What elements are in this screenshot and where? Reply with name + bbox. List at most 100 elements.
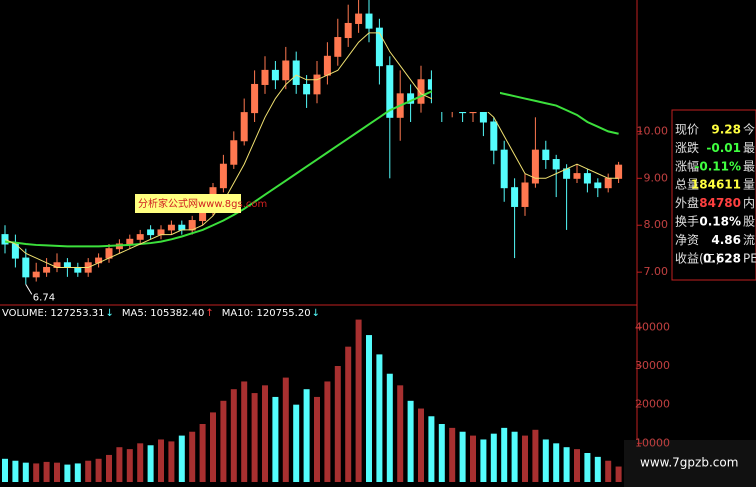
volume-bar — [95, 458, 102, 482]
volume-bar — [210, 412, 216, 482]
candle-body — [552, 159, 560, 170]
volume-bar — [272, 396, 279, 482]
quote-label: 净资 — [675, 233, 699, 247]
volume-bar — [334, 366, 341, 482]
candle-body — [386, 65, 394, 118]
candle-body — [615, 164, 623, 179]
legend-label: MA10: 120755.20 — [222, 308, 311, 319]
low-annotation: 6.74 — [33, 292, 55, 303]
candle-body — [303, 83, 311, 95]
candle-body — [542, 149, 550, 161]
candle-body — [157, 229, 165, 236]
volume-bar — [54, 462, 60, 482]
volume-bar — [438, 424, 445, 482]
volume-bar — [251, 393, 258, 482]
candle-body — [147, 229, 155, 236]
y-tick-label: 20000 — [635, 398, 670, 411]
volume-bar — [262, 385, 268, 482]
volume-bar — [22, 462, 29, 482]
candle-body — [531, 149, 539, 184]
volume-bar — [147, 445, 154, 482]
candle-body — [292, 60, 300, 85]
low-pointer — [25, 284, 33, 295]
y-tick-label: 10.00 — [637, 124, 669, 137]
y-tick-label: 7.00 — [644, 265, 669, 278]
volume-bar — [2, 458, 8, 482]
candle-body — [230, 140, 238, 165]
moving-average — [4, 83, 619, 248]
quote-value: 84780 — [699, 196, 741, 210]
volume-bar — [116, 447, 123, 482]
volume-bar — [407, 400, 414, 482]
volume-bar — [106, 454, 112, 482]
volume-bar — [282, 377, 289, 482]
candle-body — [22, 257, 30, 278]
volume-bar — [126, 449, 133, 482]
volume-bar — [511, 431, 518, 482]
volume-bar — [43, 461, 50, 482]
candle-body — [417, 79, 425, 104]
y-tick-label: 8.00 — [644, 218, 669, 231]
candle-body — [43, 266, 51, 273]
quote-label: 换手 — [675, 215, 699, 229]
volume-bar — [324, 381, 331, 482]
y-tick-label: 40000 — [635, 320, 670, 333]
volume-bar — [563, 447, 570, 482]
candle-body — [32, 271, 40, 278]
quote-suffix: 内 — [743, 196, 755, 210]
quote-suffix: 股 — [743, 215, 755, 229]
mask — [432, 0, 500, 112]
legend-arrow: ↓ — [312, 308, 320, 319]
volume-bar — [418, 408, 424, 482]
volume-bar — [220, 400, 227, 482]
volume-bar — [345, 346, 352, 482]
quote-label: 现价 — [675, 123, 699, 137]
volume-bar — [189, 431, 196, 482]
legend-label: VOLUME: 127253.31 — [2, 308, 105, 319]
y-tick-label: 30000 — [635, 359, 670, 372]
quote-label: 总量 — [675, 178, 699, 192]
candle-body — [126, 238, 134, 245]
volume-bar — [158, 439, 164, 482]
candle-body — [365, 13, 373, 29]
volume-bar — [480, 439, 487, 482]
y-tick-label: 10000 — [635, 436, 670, 449]
candle-body — [344, 22, 352, 39]
y-tick-label: 9.00 — [644, 171, 669, 184]
volume-bar — [584, 453, 591, 482]
quote-suffix: 今 — [743, 122, 755, 137]
quote-suffix: 最 — [743, 159, 755, 173]
candle-body — [63, 262, 71, 268]
candle-body — [251, 83, 259, 114]
quote-label: 涨幅 — [675, 158, 699, 173]
candle-body — [323, 55, 331, 76]
quote-value: 184611 — [691, 178, 741, 192]
volume-bar — [594, 456, 601, 482]
candle-body — [271, 69, 279, 81]
legend-arrow: ↑ — [205, 308, 213, 319]
volume-bar — [74, 463, 81, 482]
quote-label: 外盘 — [675, 195, 699, 210]
candle-body — [282, 60, 290, 81]
quote-value: -0.01 — [706, 141, 741, 155]
volume-bar — [490, 433, 497, 482]
volume-bar — [386, 373, 393, 482]
volume-bar — [168, 441, 175, 482]
volume-bar — [293, 404, 300, 482]
candle-body — [219, 163, 227, 189]
volume-bar — [397, 385, 404, 482]
quote-value: 0.628 — [703, 251, 741, 265]
volume-bar — [137, 443, 144, 482]
legend-arrow: ↓ — [106, 308, 114, 319]
volume-bar — [553, 443, 560, 482]
volume-bar — [376, 354, 383, 482]
volume-bar — [532, 429, 539, 482]
volume-bar — [199, 424, 206, 482]
quote-value: 9.28 — [711, 123, 741, 137]
volume-bar — [303, 389, 310, 482]
candle-body — [334, 37, 342, 57]
candle-body — [261, 69, 269, 85]
quote-value: 0.18% — [699, 215, 741, 229]
volume-bar — [230, 389, 237, 482]
candle-body — [74, 266, 82, 273]
